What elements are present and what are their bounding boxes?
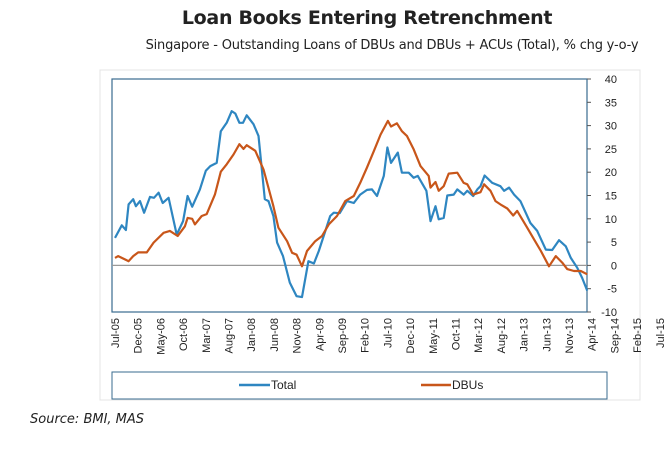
y-tick-label: 35: [605, 97, 617, 109]
x-tick-label: Jun-13: [541, 318, 553, 352]
x-axis: Jul-05 Dec-05 May-06 Oct-06 Mar-07 Aug-07 Jan-…: [110, 318, 664, 355]
y-tick-label: 30: [605, 121, 617, 133]
legend-label-total: Total: [271, 378, 296, 392]
x-tick-label: Feb-15: [632, 318, 644, 353]
x-tick-label: Dec-05: [133, 318, 145, 353]
x-tick-label: Dec-10: [405, 318, 417, 353]
y-tick-label: 5: [611, 237, 617, 249]
x-tick-label: Mar-12: [473, 318, 485, 353]
x-tick-label: Feb-10: [360, 318, 372, 353]
x-tick-label: Nov-13: [564, 318, 576, 353]
y-tick-label: 25: [605, 144, 617, 156]
y-tick-label: 20: [605, 167, 617, 179]
x-tick-label: Jan-13: [519, 318, 531, 352]
legend-label-dbus: DBUs: [452, 378, 483, 392]
y-tick-label: 40: [605, 74, 617, 86]
plot-area: [111, 78, 588, 313]
legend: Total DBUs: [111, 371, 608, 400]
x-tick-label: Mar-07: [201, 318, 213, 353]
source-note: Source: BMI, MAS: [30, 412, 145, 427]
x-tick-label: May-11: [428, 318, 440, 354]
series-lines: [114, 110, 589, 299]
y-axis: -10 -5 0 5 10 15 20 25 30 35 40: [587, 74, 617, 319]
y-tick-label: -5: [607, 284, 617, 296]
y-tick-label: 0: [611, 260, 617, 272]
x-tick-label: Aug-07: [224, 318, 236, 353]
y-tick-label: 15: [605, 191, 617, 203]
y-tick-label: -10: [601, 307, 617, 319]
x-tick-label: Oct-06: [178, 318, 190, 351]
x-tick-label: Jan-08: [246, 318, 258, 352]
x-tick-label: Apr-14: [587, 318, 599, 351]
series-line-total: [114, 110, 589, 299]
x-tick-label: May-06: [155, 318, 167, 355]
x-tick-label: Jul-10: [382, 318, 394, 348]
chart-title: Loan Books Entering Retrenchment: [181, 7, 553, 29]
x-tick-label: Oct-11: [451, 318, 463, 350]
x-tick-label: Sep-09: [337, 318, 349, 353]
y-tick-label: 10: [605, 214, 617, 226]
chart-frame: [99, 69, 641, 401]
x-tick-label: Nov-08: [292, 318, 304, 353]
x-tick-label: Aug-12: [496, 318, 508, 353]
x-tick-label: Jul-05: [110, 318, 122, 348]
x-tick-label: Apr-09: [314, 318, 326, 351]
x-tick-label: Sep-14: [609, 318, 621, 353]
x-tick-label: Jun-08: [269, 318, 281, 352]
x-tick-label: Jul-15: [655, 318, 664, 348]
chart-subtitle: Singapore - Outstanding Loans of DBUs an…: [145, 38, 639, 53]
legend-box: [111, 371, 608, 400]
series-line-dbus: [114, 119, 588, 276]
